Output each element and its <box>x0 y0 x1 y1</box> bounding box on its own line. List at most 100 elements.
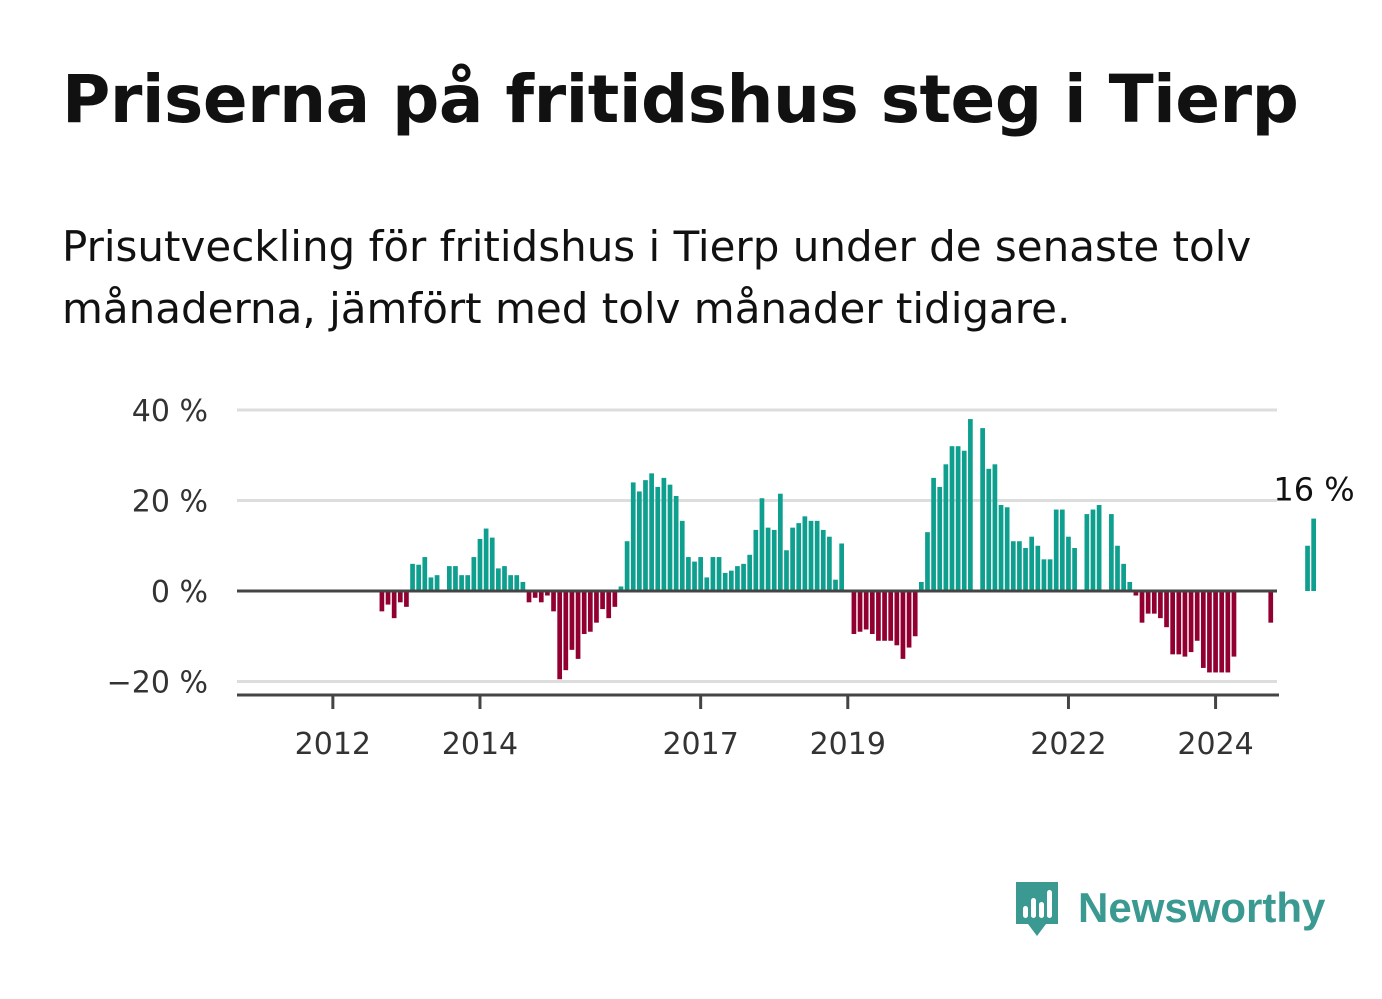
bar <box>765 527 771 591</box>
bar <box>520 581 526 591</box>
bar <box>1151 591 1157 614</box>
bar <box>385 591 391 605</box>
bar <box>814 520 820 591</box>
bar <box>790 527 795 591</box>
bar <box>698 557 704 591</box>
bar <box>1035 545 1041 591</box>
axis-labels: 40 % 20 % 0 % −20 % 2012 2014 2017 2019 2022 2024… <box>107 394 1355 762</box>
bar <box>404 591 409 607</box>
bar <box>526 591 532 603</box>
bar <box>551 591 556 612</box>
bar <box>618 586 624 591</box>
bar <box>496 568 501 592</box>
bar <box>1127 581 1133 591</box>
bar <box>778 493 783 591</box>
bar <box>1225 591 1231 673</box>
bar <box>692 561 697 591</box>
bar <box>1023 548 1028 591</box>
bar <box>630 482 636 591</box>
bar <box>1096 505 1102 591</box>
bar <box>1115 545 1120 591</box>
bar <box>1311 518 1317 591</box>
bar <box>612 591 618 607</box>
bar <box>955 446 961 591</box>
bar <box>986 468 992 591</box>
bar <box>606 591 612 619</box>
bar <box>968 419 973 591</box>
bar <box>1176 591 1182 655</box>
bar <box>410 563 415 591</box>
bar <box>704 577 710 591</box>
bar <box>949 446 955 591</box>
bar <box>1170 591 1176 655</box>
x-tick-label: 2019 <box>810 727 886 762</box>
bar <box>900 591 906 659</box>
bar <box>581 591 587 634</box>
bar <box>538 591 544 603</box>
y-tick-label: 20 % <box>132 485 208 520</box>
bar <box>925 532 930 591</box>
bar <box>839 543 844 591</box>
bar <box>655 486 661 591</box>
bar <box>594 591 599 623</box>
x-tick-label: 2017 <box>662 727 738 762</box>
axes <box>237 589 1279 709</box>
grid-lines <box>237 408 1277 683</box>
bar <box>784 550 789 591</box>
bar <box>1213 591 1218 673</box>
bar <box>557 591 563 680</box>
bar <box>1207 591 1212 673</box>
bar <box>379 591 385 612</box>
bar <box>827 536 832 591</box>
bar <box>1047 559 1053 591</box>
bar <box>992 464 998 591</box>
bar <box>428 577 434 591</box>
bar <box>1059 509 1065 591</box>
bar <box>587 591 593 632</box>
chart-subtitle: Prisutveckling för fritidshus i Tierp un… <box>62 222 1252 333</box>
bar <box>1072 548 1077 591</box>
x-tick-label: 2024 <box>1177 727 1253 762</box>
bar <box>1188 591 1194 653</box>
bar <box>1010 541 1016 591</box>
bar <box>569 591 575 650</box>
x-tick-label: 2012 <box>295 727 371 762</box>
bar <box>1133 591 1139 596</box>
y-tick-label: 0 % <box>151 575 208 610</box>
bar <box>1053 509 1059 591</box>
bar <box>502 566 507 591</box>
bar <box>735 566 740 591</box>
bar <box>918 581 924 591</box>
brand: Newsworthy <box>1012 876 1325 940</box>
bar <box>1145 591 1151 614</box>
bar <box>771 529 777 591</box>
bar <box>575 591 581 659</box>
bar <box>833 579 838 591</box>
bar <box>710 557 716 591</box>
bar <box>1164 591 1169 628</box>
bar-chart: 40 % 20 % 0 % −20 % 2012 2014 2017 2019 2022 2024… <box>107 394 1355 762</box>
bar <box>434 575 440 591</box>
bar <box>1219 591 1225 673</box>
bar <box>716 557 722 591</box>
bar <box>459 575 464 591</box>
bar <box>998 505 1004 591</box>
bar <box>446 566 452 591</box>
bar <box>391 591 397 619</box>
brand-name: Newsworthy <box>1078 884 1326 931</box>
x-tick-label: 2022 <box>1030 727 1106 762</box>
bar <box>728 570 734 591</box>
bar <box>563 591 569 671</box>
bar <box>477 538 483 591</box>
bar <box>1182 591 1188 657</box>
bar <box>1066 536 1071 591</box>
bar <box>863 591 869 630</box>
bar <box>753 529 759 591</box>
bar <box>1268 591 1274 623</box>
bar <box>1004 507 1010 591</box>
y-tick-label: −20 % <box>107 666 208 701</box>
bar <box>667 484 673 591</box>
bar <box>808 520 814 591</box>
bar <box>514 575 520 591</box>
bar <box>851 591 857 634</box>
